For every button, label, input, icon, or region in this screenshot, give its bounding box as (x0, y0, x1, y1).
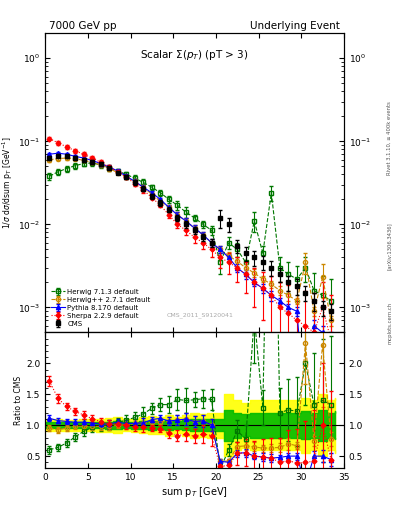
Y-axis label: 1/$\sigma$ d$\sigma$/dsum p$_T$ [GeV$^{-1}$]: 1/$\sigma$ d$\sigma$/dsum p$_T$ [GeV$^{-… (1, 137, 15, 229)
Text: 7000 GeV pp: 7000 GeV pp (49, 20, 117, 31)
Text: Scalar $\Sigma(p_T)$ (pT > 3): Scalar $\Sigma(p_T)$ (pT > 3) (140, 48, 249, 62)
X-axis label: sum p$_T$ [GeV]: sum p$_T$ [GeV] (161, 485, 228, 499)
Text: mcplots.cern.ch: mcplots.cern.ch (387, 302, 392, 344)
Text: CMS_2011_S9120041: CMS_2011_S9120041 (167, 312, 234, 317)
Text: Rivet 3.1.10, ≥ 400k events: Rivet 3.1.10, ≥ 400k events (387, 101, 392, 175)
Legend: Herwig 7.1.3 default, Herwig++ 2.7.1 default, Pythia 8.170 default, Sherpa 2.2.9: Herwig 7.1.3 default, Herwig++ 2.7.1 def… (49, 287, 153, 329)
Text: [arXiv:1306.3436]: [arXiv:1306.3436] (387, 222, 392, 270)
Y-axis label: Ratio to CMS: Ratio to CMS (14, 376, 23, 425)
Text: Underlying Event: Underlying Event (250, 20, 340, 31)
